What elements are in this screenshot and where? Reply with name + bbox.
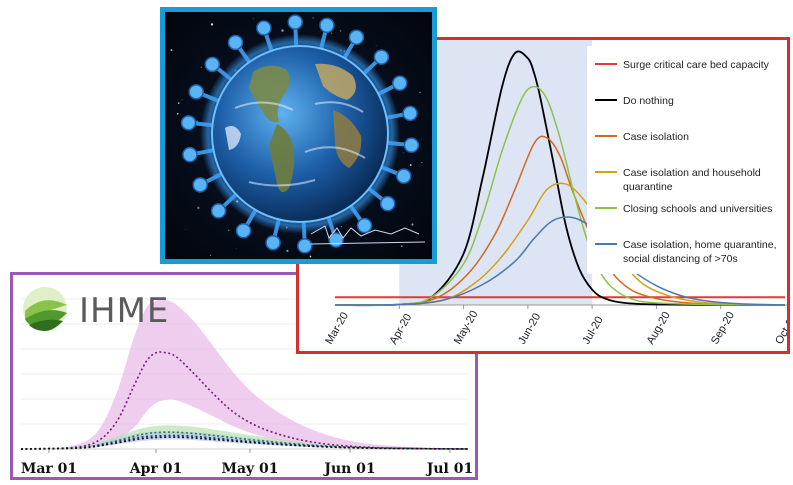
ic-series-line-4	[334, 85, 786, 306]
ihme-x-tick-label: Mar 01	[21, 461, 77, 477]
ic-x-tick-label: Jul-20	[580, 315, 605, 347]
ic-series-line-5	[334, 216, 786, 306]
ihme-logo-text: IHME	[79, 291, 169, 331]
ihme-x-tick-label: May 01	[221, 461, 278, 477]
ic-x-tick-label: Oct-20	[773, 312, 787, 347]
ihme-series-lines	[20, 351, 469, 450]
ihme-logo: IHME	[23, 287, 169, 331]
ihme-x-tick-label: Jun 01	[322, 461, 375, 477]
ihme-logo-mark-icon	[23, 287, 67, 331]
ihme-series-line-0	[20, 351, 469, 450]
virus-spike-proteins	[180, 14, 420, 254]
ic-x-tick-labels: Mar-20 Apr-20 May-20 Jun-20 Jul-20 Aug-20 Sep-…	[323, 309, 787, 347]
ihme-x-tick-labels: Mar 01 Apr 01 May 01 Jun 01 Jul 01	[21, 449, 473, 477]
ic-legend-background	[587, 46, 783, 274]
virus-globe-icon	[165, 12, 432, 259]
ic-x-tick-label: Sep-20	[709, 310, 737, 347]
ic-legend-label: Case isolation, home quarantine, social d…	[623, 239, 777, 265]
ic-x-tick-label: Apr-20	[387, 312, 414, 347]
ic-vertical-grid	[398, 305, 722, 309]
ic-legend: Surge critical care bed capacity Do nothi…	[587, 46, 783, 274]
ic-legend-label: Surge critical care bed capacity	[623, 59, 770, 71]
ic-legend-item: Do nothing	[595, 95, 674, 107]
ic-x-tick-label: Mar-20	[323, 310, 351, 346]
ic-legend-item: Case isolation	[595, 131, 689, 143]
virus-globe-illustration	[160, 7, 437, 264]
ihme-series-line-3	[20, 436, 469, 450]
ic-legend-label: Case isolation	[623, 131, 689, 143]
ihme-x-tick-label: Apr 01	[129, 461, 182, 477]
ihme-chart: Mar 01 Apr 01 May 01 Jun 01 Jul 01 IHME	[20, 287, 473, 477]
ihme-band-1	[21, 425, 468, 449]
ic-x-tick-label: May-20	[452, 309, 481, 347]
ic-legend-label: Do nothing	[623, 95, 674, 107]
continents-decoration	[225, 63, 362, 193]
ihme-x-tick-label: Jul 01	[425, 461, 473, 477]
ic-legend-label: Closing schools and universities	[623, 203, 772, 215]
ihme-band-0	[21, 299, 468, 449]
ic-x-tick-label: Aug-20	[645, 310, 673, 347]
ihme-series-line-1	[20, 431, 469, 450]
signature-scribble	[310, 225, 426, 245]
ic-series-line-1	[334, 50, 786, 307]
ic-series-lines	[334, 50, 786, 307]
ic-x-tick-label: Jun-20	[516, 311, 543, 346]
ihme-series-line-2	[20, 434, 469, 450]
ic-legend-item: Closing schools and universities	[595, 203, 772, 215]
ic-legend-label: Case isolation and household quarantine	[623, 167, 761, 193]
cloud-swirls-decoration	[234, 101, 366, 187]
ic-legend-item: Case isolation and household quarantine	[595, 167, 761, 193]
ic-legend-item: Surge critical care bed capacity	[595, 59, 770, 71]
ic-series-line-3	[334, 182, 786, 306]
ic-series-line-2	[334, 135, 786, 306]
ic-legend-item: Case isolation, home quarantine, social d…	[595, 239, 777, 265]
